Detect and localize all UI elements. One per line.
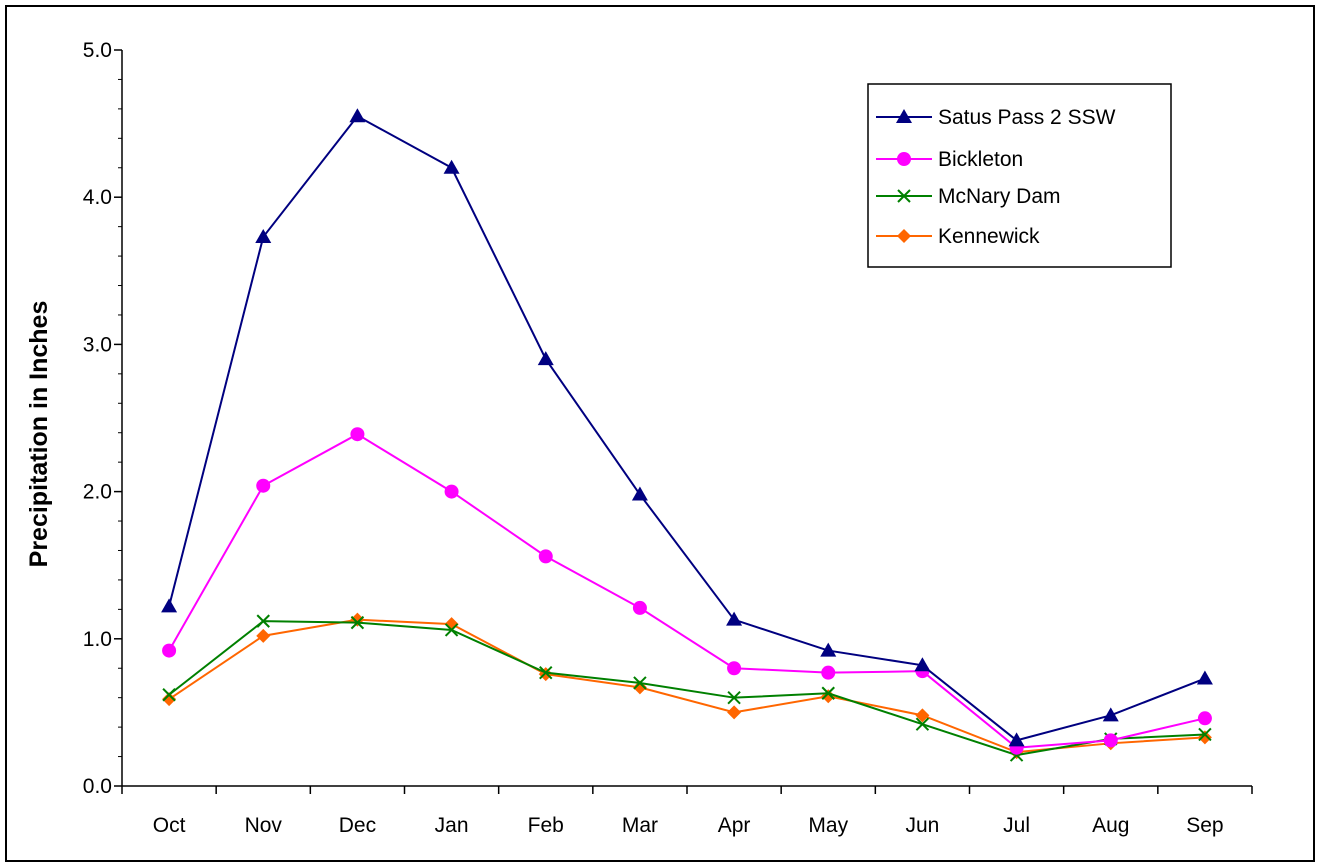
legend-entry-mcnary-dam: McNary Dam: [876, 185, 1061, 208]
legend-label: Bickleton: [938, 148, 1023, 171]
axes: [114, 49, 1253, 794]
data-point: [162, 692, 177, 707]
data-point: [727, 661, 742, 676]
x-tick-label: Feb: [528, 814, 564, 837]
marker-stroke: [727, 690, 741, 705]
legend-label: Kennewick: [938, 225, 1040, 248]
marker-stroke: [821, 686, 835, 700]
x-tick-label: Nov: [245, 814, 283, 837]
data-point: [537, 351, 554, 366]
y-tick-label: 3.0: [83, 333, 112, 356]
series-satus-pass-2-ssw: [161, 108, 1213, 747]
x-tick-label: Jul: [1003, 814, 1030, 837]
data-point: [915, 717, 930, 731]
data-point: [255, 228, 272, 243]
data-point: [821, 686, 835, 700]
series-line: [168, 433, 1206, 749]
data-point: [350, 615, 365, 630]
series-line: [168, 620, 1205, 757]
data-point: [539, 665, 553, 680]
data-point: [349, 108, 366, 123]
y-tick-label: 1.0: [83, 628, 112, 651]
x-tick-label: May: [808, 814, 848, 837]
legend-label: McNary Dam: [938, 185, 1061, 208]
legend-marker: [897, 189, 911, 203]
legend-items: Satus Pass 2 SSW Bickleton McNary Dam Kenne…: [876, 106, 1116, 248]
marker-stroke: [256, 614, 270, 628]
legend-label: Satus Pass 2 SSW: [938, 106, 1116, 129]
legend-entry-satus-pass-2-ssw: Satus Pass 2 SSW: [876, 106, 1116, 129]
x-tick-label: Oct: [153, 814, 186, 837]
data-point: [1196, 670, 1213, 685]
marker-stroke: [162, 688, 176, 702]
legend-entry-kennewick: Kennewick: [876, 225, 1040, 248]
data-point: [726, 611, 743, 626]
marker-stroke: [915, 717, 930, 731]
x-tick-label: Mar: [622, 814, 658, 837]
data-point: [162, 688, 176, 702]
marker-stroke: [633, 676, 647, 690]
legend-marker: [896, 109, 912, 123]
data-point: [1198, 727, 1212, 742]
data-point: [162, 643, 177, 658]
x-tick-labels: Oct Nov Dec Jan Feb Mar Apr May Jun Jul Aug Sep: [153, 814, 1224, 837]
y-tick-label: 5.0: [83, 39, 112, 62]
y-axis-label: Precipitation in Inches: [25, 301, 53, 568]
data-point: [820, 642, 837, 657]
series-line: [168, 114, 1206, 742]
y-tick-label: 0.0: [83, 775, 112, 798]
data-point: [444, 484, 459, 499]
data-point: [1103, 733, 1118, 748]
x-tick-label: Sep: [1186, 814, 1223, 837]
data-point: [444, 623, 459, 637]
legend-marker: [897, 229, 911, 243]
data-point: [1102, 707, 1119, 722]
data-point: [727, 705, 742, 720]
x-tick-label: Jan: [435, 814, 469, 837]
marker-stroke: [897, 189, 911, 203]
data-point: [161, 598, 178, 613]
marker-stroke: [444, 623, 459, 637]
y-tick-label: 2.0: [83, 481, 112, 504]
data-point: [631, 486, 648, 501]
marker-stroke: [1198, 727, 1212, 742]
marker-stroke: [350, 615, 365, 630]
data-point: [538, 549, 553, 564]
legend: Satus Pass 2 SSW Bickleton McNary Dam Kenne…: [867, 83, 1172, 268]
y-tick-labels: 0.0 1.0 2.0 3.0 4.0 5.0: [83, 39, 112, 798]
x-tick-label: Apr: [718, 814, 751, 837]
series-layer: [161, 108, 1213, 762]
data-point: [821, 665, 836, 680]
x-tick-label: Dec: [339, 814, 376, 837]
data-point: [727, 690, 741, 705]
data-point: [256, 628, 271, 643]
legend-entry-bickleton: Bickleton: [876, 148, 1023, 171]
y-tick-label: 4.0: [83, 186, 112, 209]
data-point: [256, 478, 271, 493]
data-point: [633, 676, 647, 690]
data-point: [1008, 732, 1025, 747]
data-point: [256, 614, 270, 628]
data-point: [632, 600, 647, 615]
legend-marker: [897, 152, 911, 166]
data-point: [915, 708, 930, 723]
data-point: [914, 657, 931, 672]
x-tick-label: Aug: [1092, 814, 1129, 837]
x-tick-label: Jun: [905, 814, 939, 837]
marker-stroke: [539, 665, 553, 680]
data-point: [443, 159, 460, 174]
data-point: [1197, 711, 1212, 726]
data-point: [350, 427, 365, 442]
